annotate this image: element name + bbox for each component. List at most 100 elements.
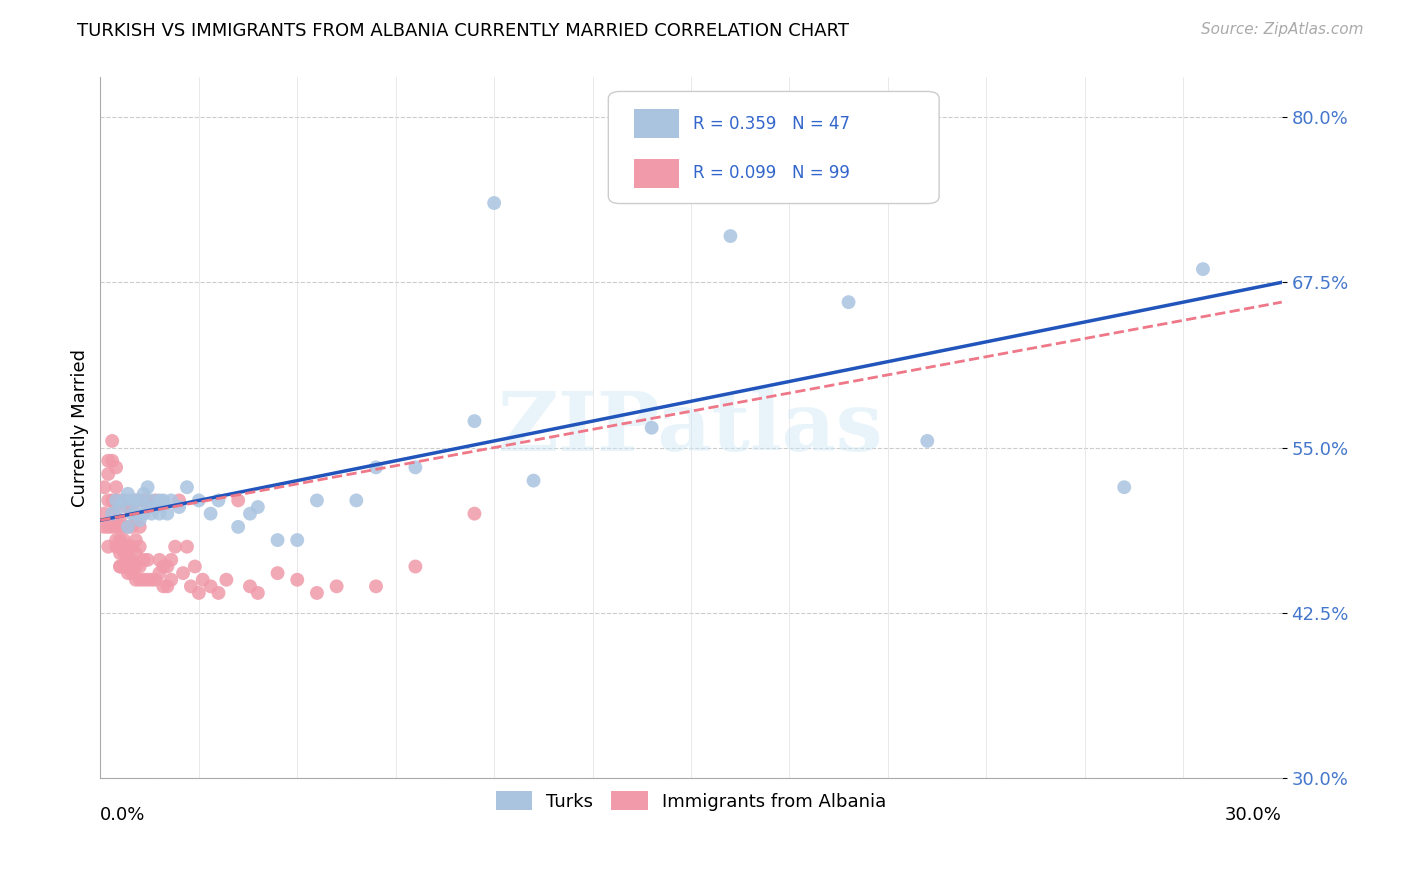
Point — [128, 493, 150, 508]
Point — [838, 295, 860, 310]
Point — [207, 493, 229, 508]
Point — [364, 460, 387, 475]
Point — [246, 586, 269, 600]
Point — [285, 573, 308, 587]
Point — [97, 467, 120, 481]
Point — [148, 493, 170, 508]
Point — [125, 507, 148, 521]
Point — [285, 533, 308, 547]
Point — [1114, 480, 1136, 494]
Point — [108, 513, 131, 527]
Point — [117, 566, 139, 581]
Point — [121, 500, 143, 514]
Point — [112, 546, 135, 560]
Point — [141, 493, 163, 508]
Point — [101, 507, 124, 521]
Point — [136, 493, 159, 508]
Point — [112, 559, 135, 574]
Point — [132, 573, 155, 587]
Text: TURKISH VS IMMIGRANTS FROM ALBANIA CURRENTLY MARRIED CORRELATION CHART: TURKISH VS IMMIGRANTS FROM ALBANIA CURRE… — [77, 22, 849, 40]
Point — [108, 546, 131, 560]
Point — [117, 540, 139, 554]
Point — [128, 493, 150, 508]
Point — [463, 507, 485, 521]
Point — [117, 520, 139, 534]
Point — [121, 559, 143, 574]
Point — [184, 559, 207, 574]
Point — [128, 559, 150, 574]
Text: 30.0%: 30.0% — [1225, 806, 1282, 824]
Point — [101, 520, 124, 534]
Point — [121, 493, 143, 508]
Point — [97, 493, 120, 508]
Point — [239, 579, 262, 593]
Point — [215, 573, 238, 587]
Point — [112, 559, 135, 574]
Point — [1192, 262, 1215, 277]
Point — [93, 480, 115, 494]
Point — [105, 513, 128, 527]
Point — [152, 493, 174, 508]
Point — [101, 454, 124, 468]
Point — [121, 507, 143, 521]
Point — [125, 493, 148, 508]
Point — [463, 414, 485, 428]
Point — [121, 566, 143, 581]
Point — [325, 579, 347, 593]
Point — [97, 540, 120, 554]
Point — [141, 507, 163, 521]
Point — [105, 533, 128, 547]
Point — [145, 500, 167, 514]
Point — [167, 500, 190, 514]
Point — [187, 586, 209, 600]
Point — [152, 579, 174, 593]
Point — [266, 533, 288, 547]
Point — [226, 520, 249, 534]
Text: Source: ZipAtlas.com: Source: ZipAtlas.com — [1201, 22, 1364, 37]
Point — [117, 540, 139, 554]
Point — [344, 493, 367, 508]
Point — [128, 540, 150, 554]
Point — [105, 493, 128, 508]
Point — [108, 493, 131, 508]
Text: R = 0.099   N = 99: R = 0.099 N = 99 — [693, 164, 851, 183]
Point — [121, 493, 143, 508]
Point — [105, 540, 128, 554]
Point — [105, 493, 128, 508]
Point — [404, 559, 426, 574]
Point — [136, 553, 159, 567]
Point — [125, 559, 148, 574]
Point — [136, 480, 159, 494]
Point — [404, 460, 426, 475]
Point — [108, 559, 131, 574]
Point — [176, 480, 198, 494]
Point — [121, 540, 143, 554]
Text: R = 0.359   N = 47: R = 0.359 N = 47 — [693, 115, 851, 133]
Legend: Turks, Immigrants from Albania: Turks, Immigrants from Albania — [489, 784, 893, 818]
Point — [239, 507, 262, 521]
Point — [200, 507, 222, 521]
Point — [176, 540, 198, 554]
Point — [125, 546, 148, 560]
Point — [97, 520, 120, 534]
Point — [112, 493, 135, 508]
Point — [117, 487, 139, 501]
Point — [522, 474, 544, 488]
Point — [172, 566, 194, 581]
Point — [121, 553, 143, 567]
Point — [112, 493, 135, 508]
Point — [108, 559, 131, 574]
Text: ZIPatlas: ZIPatlas — [498, 388, 884, 467]
Point — [93, 520, 115, 534]
Point — [112, 533, 135, 547]
Point — [108, 520, 131, 534]
Y-axis label: Currently Married: Currently Married — [72, 349, 89, 507]
Point — [246, 500, 269, 514]
Point — [191, 573, 214, 587]
Point — [105, 460, 128, 475]
Point — [136, 573, 159, 587]
Point — [101, 434, 124, 448]
Point — [152, 559, 174, 574]
Point — [718, 229, 741, 244]
Bar — [634, 159, 679, 188]
